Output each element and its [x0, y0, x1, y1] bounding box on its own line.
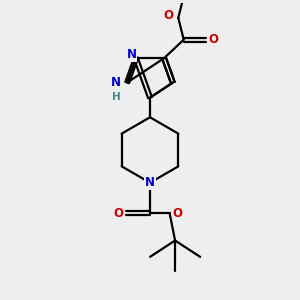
Text: O: O — [113, 207, 123, 220]
Text: O: O — [208, 33, 218, 46]
Text: O: O — [172, 207, 182, 220]
Text: H: H — [112, 92, 121, 102]
Text: N: N — [111, 76, 121, 89]
Text: N: N — [145, 176, 155, 189]
Text: N: N — [127, 48, 136, 62]
Text: O: O — [164, 9, 173, 22]
